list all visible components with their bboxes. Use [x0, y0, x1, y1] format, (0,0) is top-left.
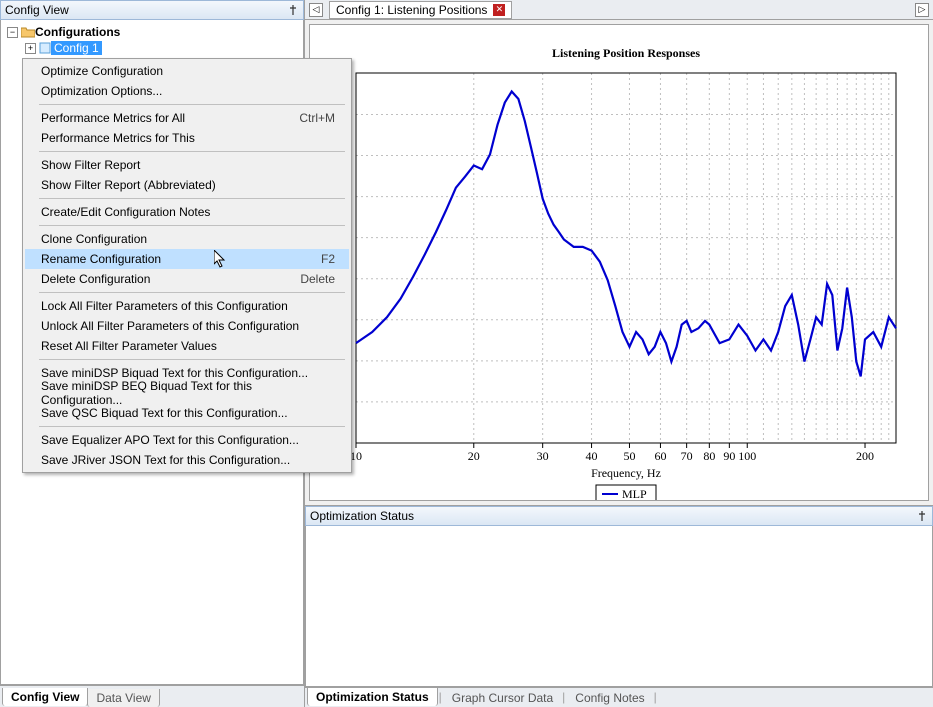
scroll-right-button[interactable]: ▷: [915, 3, 929, 17]
svg-text:80: 80: [703, 449, 715, 463]
config-view-title: Config View: [5, 3, 287, 17]
right-bottom-tabs: Optimization Status | Graph Cursor Data …: [305, 687, 933, 707]
status-title: Optimization Status: [310, 509, 916, 523]
tree-root-label: Configurations: [35, 25, 120, 39]
menu-item[interactable]: Rename ConfigurationF2: [25, 249, 349, 269]
menu-separator: [39, 151, 345, 152]
menu-item-label: Save miniDSP Biquad Text for this Config…: [41, 366, 335, 380]
svg-text:50: 50: [623, 449, 635, 463]
menu-item-label: Optimize Configuration: [41, 64, 335, 78]
menu-item[interactable]: Reset All Filter Parameter Values: [25, 336, 349, 356]
menu-item[interactable]: Show Filter Report: [25, 155, 349, 175]
menu-item-shortcut: Delete: [300, 272, 335, 286]
tree-root-row[interactable]: − Configurations: [7, 24, 303, 40]
document-tab-strip: ◁ Config 1: Listening Positions ✕ ▷: [305, 0, 933, 20]
menu-item-label: Optimization Options...: [41, 84, 335, 98]
svg-text:MLP: MLP: [622, 487, 647, 500]
menu-item-label: Save JRiver JSON Text for this Configura…: [41, 453, 335, 467]
menu-item[interactable]: Lock All Filter Parameters of this Confi…: [25, 296, 349, 316]
status-header: Optimization Status: [305, 506, 933, 526]
menu-item-label: Lock All Filter Parameters of this Confi…: [41, 299, 335, 313]
tree-child-label: Config 1: [51, 41, 102, 55]
svg-text:90: 90: [723, 449, 735, 463]
tree-child-row[interactable]: + Config 1: [7, 40, 303, 56]
tab-optimization-status[interactable]: Optimization Status: [307, 688, 438, 706]
scroll-left-button[interactable]: ◁: [309, 3, 323, 17]
menu-item-label: Save miniDSP BEQ Biquad Text for this Co…: [41, 379, 335, 407]
menu-item[interactable]: Unlock All Filter Parameters of this Con…: [25, 316, 349, 336]
status-body: [305, 526, 933, 687]
tab-config-notes[interactable]: Config Notes: [567, 689, 652, 707]
menu-item-label: Unlock All Filter Parameters of this Con…: [41, 319, 335, 333]
menu-item-label: Show Filter Report: [41, 158, 335, 172]
menu-item[interactable]: Save Equalizer APO Text for this Configu…: [25, 430, 349, 450]
menu-item[interactable]: Optimize Configuration: [25, 61, 349, 81]
chart-panel: Listening Position Responses102030405060…: [309, 24, 929, 501]
context-menu[interactable]: Optimize Configuration Optimization Optio…: [22, 58, 352, 473]
svg-text:30: 30: [537, 449, 549, 463]
folder-icon: [21, 26, 35, 38]
document-tab-label: Config 1: Listening Positions: [336, 3, 487, 17]
tab-config-view[interactable]: Config View: [2, 688, 88, 706]
close-tab-button[interactable]: ✕: [493, 4, 505, 16]
document-tab[interactable]: Config 1: Listening Positions ✕: [329, 1, 512, 19]
menu-separator: [39, 359, 345, 360]
menu-item-label: Performance Metrics for This: [41, 131, 335, 145]
menu-item-label: Reset All Filter Parameter Values: [41, 339, 335, 353]
menu-item[interactable]: Save JRiver JSON Text for this Configura…: [25, 450, 349, 470]
menu-item-shortcut: Ctrl+M: [299, 111, 335, 125]
menu-item-shortcut: F2: [321, 252, 335, 266]
menu-item-label: Create/Edit Configuration Notes: [41, 205, 335, 219]
svg-text:200: 200: [856, 449, 874, 463]
tab-graph-cursor-data[interactable]: Graph Cursor Data: [444, 689, 561, 707]
menu-item-label: Save QSC Biquad Text for this Configurat…: [41, 406, 335, 420]
svg-text:20: 20: [468, 449, 480, 463]
svg-text:60: 60: [654, 449, 666, 463]
menu-item-label: Rename Configuration: [41, 252, 321, 266]
menu-separator: [39, 225, 345, 226]
menu-item[interactable]: Show Filter Report (Abbreviated): [25, 175, 349, 195]
config-view-header: Config View: [0, 0, 304, 20]
menu-item[interactable]: Save QSC Biquad Text for this Configurat…: [25, 403, 349, 423]
menu-item[interactable]: Performance Metrics for This: [25, 128, 349, 148]
svg-text:70: 70: [681, 449, 693, 463]
expand-icon[interactable]: +: [25, 43, 36, 54]
svg-text:Frequency, Hz: Frequency, Hz: [591, 466, 661, 480]
menu-separator: [39, 198, 345, 199]
response-chart: Listening Position Responses102030405060…: [310, 25, 920, 500]
menu-item-label: Show Filter Report (Abbreviated): [41, 178, 335, 192]
pin-icon[interactable]: [916, 510, 928, 522]
document-icon: [39, 42, 51, 54]
menu-item-label: Performance Metrics for All: [41, 111, 299, 125]
menu-separator: [39, 426, 345, 427]
svg-text:100: 100: [738, 449, 756, 463]
svg-text:Listening Position Responses: Listening Position Responses: [552, 46, 700, 60]
menu-item[interactable]: Delete ConfigurationDelete: [25, 269, 349, 289]
menu-separator: [39, 104, 345, 105]
pin-icon[interactable]: [287, 4, 299, 16]
menu-item[interactable]: Performance Metrics for AllCtrl+M: [25, 108, 349, 128]
tab-data-view[interactable]: Data View: [87, 689, 159, 707]
collapse-icon[interactable]: −: [7, 27, 18, 38]
menu-separator: [39, 292, 345, 293]
menu-item[interactable]: Clone Configuration: [25, 229, 349, 249]
menu-item-label: Delete Configuration: [41, 272, 300, 286]
menu-item[interactable]: Save miniDSP BEQ Biquad Text for this Co…: [25, 383, 349, 403]
menu-item[interactable]: Optimization Options...: [25, 81, 349, 101]
menu-item-label: Save Equalizer APO Text for this Configu…: [41, 433, 335, 447]
menu-item-label: Clone Configuration: [41, 232, 335, 246]
menu-item[interactable]: Create/Edit Configuration Notes: [25, 202, 349, 222]
left-bottom-tabs: Config View Data View: [0, 685, 304, 707]
svg-text:40: 40: [586, 449, 598, 463]
